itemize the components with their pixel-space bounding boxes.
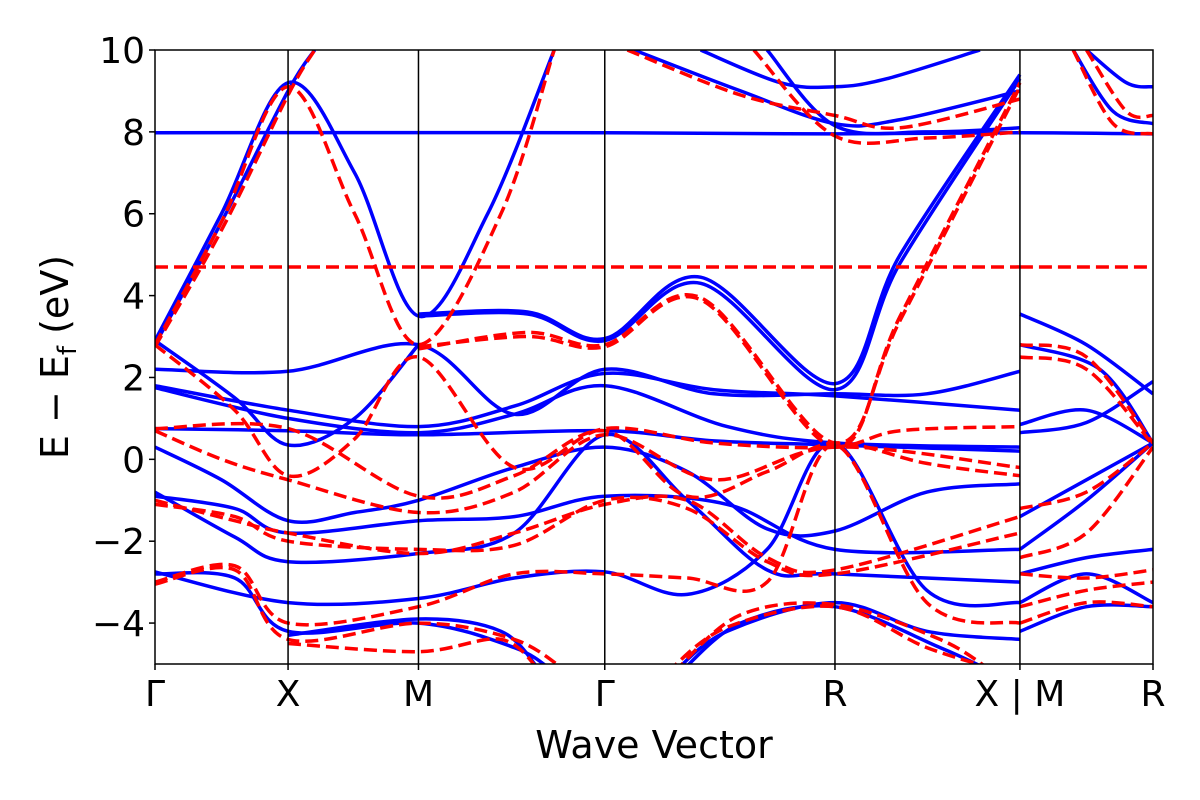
y-tick-label: −4 bbox=[92, 604, 145, 645]
y-tick-label: 6 bbox=[122, 195, 145, 236]
dashed-band-line bbox=[673, 604, 985, 664]
x-tick-label: R bbox=[822, 674, 847, 715]
dashed-band-line bbox=[1019, 342, 1153, 445]
y-axis-label: E − Ef (eV) bbox=[33, 255, 83, 459]
dashed-band-line bbox=[418, 81, 1022, 449]
band-lines bbox=[155, 50, 1153, 664]
plot-frame bbox=[154, 49, 1154, 665]
solid-band-line bbox=[1018, 441, 1153, 551]
solid-band-line bbox=[287, 617, 537, 664]
y-tick-label: 8 bbox=[122, 113, 145, 154]
dashed-band-line bbox=[752, 50, 1021, 145]
x-axis-label: Wave Vector bbox=[535, 723, 773, 767]
x-axis-ticks: Γ X M Γ R X | M R bbox=[145, 664, 1166, 715]
dashed-band-line bbox=[679, 601, 985, 664]
dashed-band-line bbox=[1019, 580, 1153, 609]
solid-band-line bbox=[1019, 572, 1153, 605]
dashed-band-line bbox=[1019, 446, 1153, 560]
dashed-band-line bbox=[155, 50, 556, 347]
x-tick-label: R bbox=[1140, 674, 1165, 715]
dashed-band-line bbox=[155, 50, 317, 348]
dashed-band-line bbox=[155, 429, 1021, 515]
solid-band-line bbox=[155, 493, 1020, 555]
kpoint-separators bbox=[287, 50, 1021, 664]
dashed-band-line bbox=[1019, 355, 1153, 447]
x-tick-label: Γ bbox=[595, 674, 615, 715]
solid-band-line bbox=[1085, 50, 1153, 89]
solid-band-line bbox=[1019, 603, 1153, 633]
dashed-band-line bbox=[1085, 50, 1153, 120]
solid-band-line bbox=[1019, 441, 1153, 519]
solid-band-line bbox=[155, 441, 1021, 608]
solid-band-line bbox=[418, 77, 1022, 392]
dashed-band-line bbox=[155, 495, 1021, 578]
solid-band-line bbox=[1019, 312, 1153, 396]
solid-band-line bbox=[1019, 380, 1153, 435]
x-tick-label: Γ bbox=[145, 674, 165, 715]
solid-band-line bbox=[155, 570, 547, 664]
solid-band-line bbox=[418, 73, 1022, 386]
y-tick-label: 0 bbox=[122, 440, 145, 481]
dashed-band-line bbox=[1019, 568, 1153, 580]
x-tick-label: M bbox=[403, 674, 434, 715]
y-axis-label-main: E − E bbox=[33, 355, 77, 459]
solid-band-line bbox=[155, 445, 1021, 538]
solid-band-line bbox=[699, 50, 981, 90]
y-axis-label-subscript: f bbox=[53, 345, 83, 355]
dashed-band-line bbox=[155, 494, 1021, 575]
dashed-band-line bbox=[1019, 600, 1153, 625]
dashed-band-line bbox=[155, 565, 560, 664]
x-tick-label: X bbox=[276, 674, 301, 715]
solid-band-line bbox=[155, 50, 556, 342]
dashed-band-line bbox=[155, 421, 1021, 500]
solid-band-line bbox=[1071, 50, 1153, 126]
solid-band-line bbox=[1019, 408, 1153, 445]
dashed-band-line bbox=[155, 443, 1021, 627]
dashed-band-line bbox=[1071, 50, 1153, 136]
dashed-band-line bbox=[1019, 441, 1153, 511]
dashed-band-line bbox=[287, 637, 536, 664]
y-axis-label-unit: (eV) bbox=[33, 255, 77, 346]
x-tick-label: X | M bbox=[975, 674, 1066, 715]
solid-band-line bbox=[155, 130, 1153, 136]
solid-band-line bbox=[155, 341, 1021, 417]
y-tick-label: 2 bbox=[122, 358, 145, 399]
y-tick-label: −2 bbox=[92, 522, 145, 563]
y-axis-ticks: 10 8 6 4 2 0 −2 −4 bbox=[92, 31, 155, 645]
dashed-band-line bbox=[155, 343, 1020, 479]
y-tick-label: 4 bbox=[122, 277, 145, 318]
dashed-band-line bbox=[418, 86, 1022, 445]
solid-band-line bbox=[765, 50, 1020, 136]
y-tick-label: 10 bbox=[99, 31, 145, 72]
solid-band-line bbox=[1019, 547, 1153, 576]
